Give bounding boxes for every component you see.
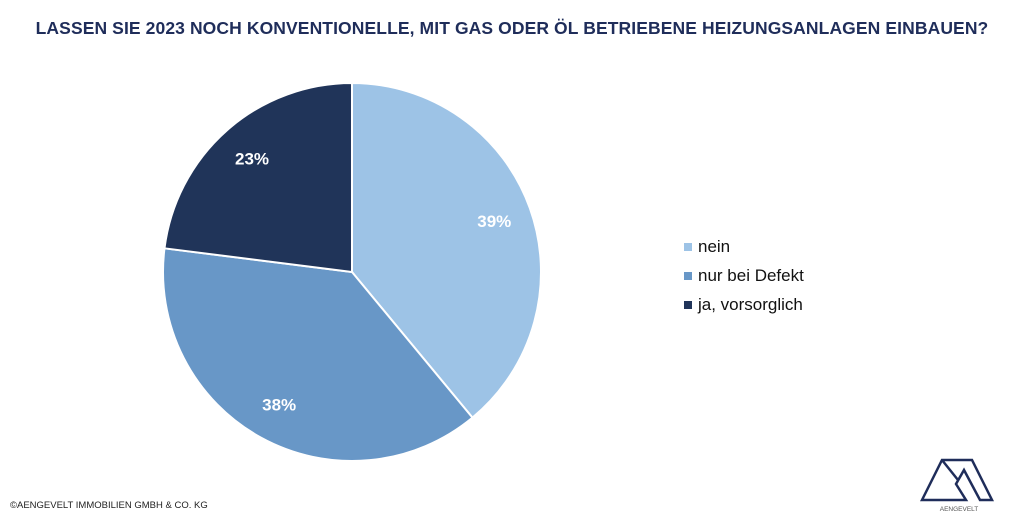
copyright: ©AENGEVELT IMMOBILIEN GMBH & CO. KG [10,500,208,511]
legend-item: nein [684,232,804,261]
legend-swatch [684,300,692,309]
legend-item: ja, vorsorglich [684,290,804,319]
svg-text:AENGEVELT: AENGEVELT [940,506,979,513]
slice-ja-vorsorglich [163,81,353,274]
data-label: 23% [235,150,269,169]
legend-label: ja, vorsorglich [698,294,803,314]
legend-label: nur bei Defekt [698,265,804,285]
legend-item: nur bei Defekt [684,261,804,290]
aengevelt-logo: AENGEVELT [919,458,995,513]
legend-swatch [684,242,692,251]
chart-title: LASSEN SIE 2023 NOCH KONVENTIONELLE, MIT… [35,18,989,38]
legend: nein nur bei Defekt ja, vorsorglich [684,232,804,319]
slice-nur-bei-defekt [162,247,474,462]
legend-label: nein [698,236,731,256]
data-label: 38% [262,395,296,414]
slice-nein [351,81,542,420]
legend-swatch [684,271,692,280]
data-label: 39% [477,212,511,231]
